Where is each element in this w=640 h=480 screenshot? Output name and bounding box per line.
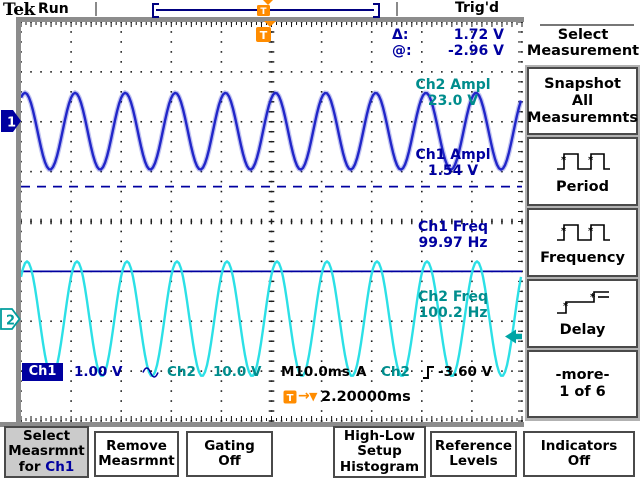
menu-button-snapshot[interactable]: Snapshot All Measuremnts: [527, 67, 638, 135]
header-divider-2: [396, 2, 398, 16]
svg-text:*: *: [561, 226, 567, 237]
ch1-ground-marker: 1: [1, 110, 21, 132]
record-view-left-bracket: [152, 3, 159, 18]
menu-button-delay[interactable]: * * Delay: [527, 279, 638, 348]
delta-label: Δ:: [392, 27, 409, 43]
ch1-scale: 1.00 V: [74, 364, 123, 380]
header-divider: [95, 2, 97, 16]
measurement-ch2-freq: Ch2 Freq 100.2 Hz: [418, 289, 488, 321]
menu-button-period[interactable]: * * Period: [527, 137, 638, 206]
down-pointer-icon: ▼: [309, 390, 318, 403]
trigger-time-value: 2.20000ms: [321, 389, 411, 405]
timebase: M10.0ms: [281, 364, 350, 380]
measurement-ch1-ampl: Ch1 Ampl 1.54 V: [415, 147, 491, 179]
bottom-button-gating[interactable]: Gating Off: [186, 431, 273, 477]
svg-text:T: T: [287, 393, 294, 404]
svg-text:2: 2: [6, 314, 15, 329]
acquisition-mode: A: [356, 364, 367, 380]
record-trigger-t-icon: T: [257, 0, 273, 17]
measurement-ch1-freq: Ch1 Freq 99.97 Hz: [418, 219, 488, 251]
svg-text:T: T: [260, 29, 268, 42]
display-top-frame: [16, 17, 524, 22]
trigger-level: -3.60 V: [438, 364, 493, 380]
selected-channel-label: Ch1: [45, 458, 75, 475]
at-label: @:: [392, 43, 412, 59]
measurement-ch2-ampl: Ch2 Ampl 23.0 V: [415, 77, 491, 109]
ch1-channel-badge: Ch1: [22, 363, 63, 381]
svg-text:*: *: [590, 292, 596, 303]
trigger-t-icon: T: [283, 390, 297, 404]
svg-text:*: *: [588, 226, 594, 237]
svg-text:*: *: [563, 301, 569, 312]
menu-button-frequency[interactable]: * * Frequency: [527, 208, 638, 277]
side-menu-title: Select Measurement: [526, 27, 640, 59]
ch2-label: Ch2: [167, 364, 196, 380]
trigger-state: Trig'd: [455, 0, 500, 16]
tek-logo: Tek: [3, 0, 35, 20]
delay-icon: **: [556, 290, 609, 314]
ch2-ground-marker: 2: [0, 308, 21, 330]
sine-wave-icon: [142, 367, 159, 378]
record-view-right-bracket: [373, 3, 380, 18]
bottom-button-remove-measrmnt[interactable]: Remove Measrmnt: [94, 431, 179, 477]
display-left-frame: [16, 17, 21, 426]
bottom-button-select-measrmnt[interactable]: Select Measrmnt for Ch1: [4, 426, 89, 478]
period-icon: * *: [556, 153, 610, 170]
menu-title-rule: [540, 24, 634, 26]
trigger-position-t-icon: T: [256, 21, 276, 42]
ch2-scale: 10.0 V: [213, 364, 262, 380]
delta-value: 1.72 V: [453, 27, 504, 43]
trigger-source: Ch2: [381, 364, 410, 380]
at-value: -2.96 V: [447, 43, 504, 59]
acquisition-state: Run: [38, 1, 69, 17]
bottom-button-indicators[interactable]: Indicators Off: [523, 431, 635, 477]
svg-text:*: *: [588, 155, 594, 166]
right-arrow-icon: →: [298, 388, 310, 404]
svg-text:*: *: [561, 155, 567, 166]
trigger-level-arrow-icon: [505, 329, 522, 344]
svg-text:1: 1: [7, 116, 16, 131]
display-bottom-frame: [0, 422, 524, 427]
bottom-button-reference-levels[interactable]: Reference Levels: [430, 431, 517, 477]
menu-button-more[interactable]: -more- 1 of 6: [527, 350, 638, 418]
svg-text:T: T: [260, 7, 267, 17]
cursor-readout: Δ: 1.72 V @: -2.96 V: [392, 27, 504, 59]
frequency-icon: * *: [556, 224, 610, 241]
rising-edge-icon: [423, 366, 434, 379]
bottom-button-high-low-setup[interactable]: High-Low Setup Histogram: [333, 426, 426, 478]
